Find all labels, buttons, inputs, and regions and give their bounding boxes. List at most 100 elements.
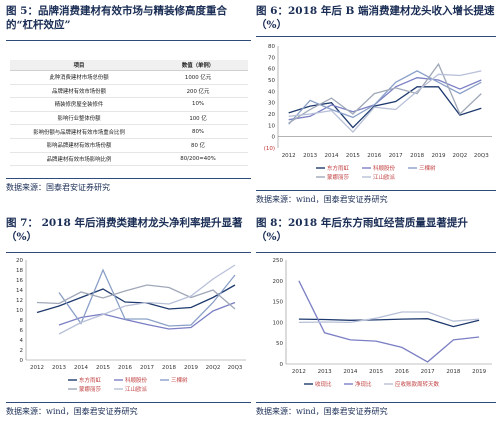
chart6-ytick-label: 60 [268, 67, 275, 73]
fig6-chart: (10) 0 10 20 30 40 50 60 70 80 2012 2013 2014 2015 201… [264, 44, 492, 181]
chart6-legend-label: 科顺股份 [373, 164, 396, 172]
fig5-cell-label: 影响行业整体份额 [10, 111, 149, 126]
table-row: 品牌建材有效市场影响比例 80/200=40% [10, 152, 248, 167]
chart7-ytick-label: 12 [16, 298, 23, 304]
fig5-cell-label: 品牌建材有效市场影响比例 [10, 152, 149, 167]
chart7-ytick-label: 14 [16, 288, 23, 294]
chart6-xtick-label: 2018 [410, 153, 424, 159]
chart7-series-line-4 [58, 264, 236, 335]
chart7-xtick-label: 2018 [162, 365, 176, 371]
chart7-xtick-label: 2014 [74, 365, 88, 371]
chart7-ytick-label: 6 [20, 328, 24, 334]
fig5-source: 数据来源：国泰君安证券研究 [6, 183, 110, 192]
chart8-legend-label: 应收账款周转天数 [395, 380, 440, 388]
fig5-title-line1: 图 5：品牌消费建材有效市场与精装修高度重合 [6, 5, 227, 17]
chart6-xtick-label: 20Q2 [452, 153, 467, 159]
fig5-cell-value: 1000 亿元 [148, 70, 248, 85]
fig7-title-line1: 图 7： 2018 年后消费类建材龙头净利率提升显著 [6, 217, 243, 229]
chart7-legend-label: 蒙娜丽莎 [79, 385, 102, 393]
fig7-title-line2: （%） [6, 231, 37, 243]
fig5-title-line2: 的“杠杆效应” [6, 19, 71, 31]
fig5-cell-label: 影响品牌建材有效市场份额 [10, 138, 149, 153]
chart8-xtick-label: 2013 [318, 369, 332, 375]
chart6-legend-label: 江山欧派 [373, 173, 396, 181]
chart6-xtick-label: 20Q3 [474, 153, 489, 159]
chart8-legend-label: 净现比 [355, 380, 372, 388]
fig5-cell-value: 80 亿 [148, 138, 248, 153]
chart7-legend-label: 江山欧派 [125, 385, 148, 393]
fig8-title: 图 8：2018 年后东方雨虹经营质量显著提升 （%） [256, 216, 496, 244]
chart6-ytick-label: 20 [268, 112, 275, 118]
fig8-title-line2: （%） [256, 231, 287, 243]
fig7-top-rule [6, 252, 251, 253]
fig8-title-line1: 图 8：2018 年后东方雨虹经营质量显著提升 [256, 217, 468, 229]
fig5-cell-value: 200 亿元 [148, 84, 248, 99]
fig6-source: 数据来源：wind，国泰君安证券研究 [256, 195, 388, 204]
fig5-cell-label: 品牌建材有效市场份额 [10, 84, 149, 99]
chart7-series-line-1 [58, 301, 236, 330]
chart7-legend-label: 科顺股份 [125, 376, 148, 384]
chart8-series-line-1 [298, 280, 480, 363]
fig5-header-value: 数值（单例） [148, 60, 248, 71]
chart6-series-line-1 [288, 77, 482, 121]
chart8-xtick-label: 2012 [292, 369, 306, 375]
fig7-chart: 0 2 4 6 8 10 12 14 16 18 20 2012 2013 2014 2015 2016 201… [16, 258, 246, 393]
chart7-series-line-3 [36, 284, 236, 310]
table-row: 此种消费建材市场总份额 1000 亿元 [10, 70, 248, 85]
chart7-ytick-label: 16 [16, 278, 23, 284]
fig5-cell-label: 此种消费建材市场总份额 [10, 70, 149, 85]
fig5-table-header: 项目 数值（单例） [10, 60, 248, 71]
fig8-bottom-rule [256, 402, 496, 403]
fig5-cell-value: 10% [148, 97, 248, 112]
table-row: 影响品牌建材有效市场份额 80 亿 [10, 138, 248, 153]
chart7-ytick-label: 18 [16, 268, 23, 274]
fig5-bottom-rule [6, 178, 251, 179]
fig5-header-item: 项目 [10, 60, 149, 71]
chart8-xtick-label: 2017 [421, 369, 435, 375]
chart7-legend-label: 东方雨虹 [79, 376, 102, 384]
chart8-ytick-label: 200 [273, 279, 284, 285]
chart6-legend-label: 三棵树 [419, 164, 436, 172]
chart7-xtick-label: 20Q3 [228, 365, 243, 371]
chart8-series-line-2 [298, 311, 480, 324]
fig6-bottom-rule [256, 190, 496, 191]
fig8-source: 数据来源：wind，国泰君安证券研究 [256, 407, 388, 416]
chart6-xtick-label: 2019 [432, 153, 446, 159]
chart7-ytick-label: 4 [20, 338, 24, 344]
table-row: 影响行业整体份额 100 亿 [10, 111, 248, 126]
chart6-series-line-3 [288, 62, 482, 124]
chart8-ytick-label: 0 [280, 362, 284, 368]
fig8-top-rule [256, 252, 496, 253]
chart8-series-line-0 [298, 318, 480, 328]
fig6-title: 图 6：2018 年后 B 端消费建材龙头收入增长提速 （%） [256, 4, 496, 32]
chart6-ytick-label: 40 [268, 89, 275, 95]
fig5-cell-value: 80% [148, 124, 248, 139]
chart7-xtick-label: 2012 [30, 365, 44, 371]
chart7-series-line-2 [58, 268, 236, 327]
fig7-title: 图 7： 2018 年后消费类建材龙头净利率提升显著 （%） [6, 216, 251, 244]
chart8-ytick-label: 50 [276, 341, 283, 347]
fig6-top-rule [256, 36, 496, 37]
chart8-xtick-label: 2016 [395, 369, 409, 375]
chart7-xtick-label: 2015 [96, 365, 110, 371]
chart6-xtick-label: 2014 [325, 153, 339, 159]
chart8-legend-label: 收现比 [315, 380, 332, 388]
chart8-xtick-label: 2014 [343, 369, 357, 375]
chart6-xtick-label: 2016 [367, 153, 381, 159]
table-row: 精装修房屋全装修件 10% [10, 97, 248, 112]
chart8-ytick-label: 100 [273, 320, 284, 326]
chart6-ytick-label: 50 [268, 78, 275, 84]
chart7-ytick-label: 8 [20, 318, 24, 324]
chart6-ytick-label: 70 [268, 55, 275, 61]
chart7-xtick-label: 2019 [184, 365, 198, 371]
chart7-ytick-label: 0 [20, 358, 24, 364]
chart8-xtick-label: 2015 [369, 369, 383, 375]
fig7-source: 数据来源：wind，国泰君安证券研究 [6, 407, 138, 416]
chart6-legend-label: 蒙娜丽莎 [327, 173, 350, 181]
fig5-title: 图 5：品牌消费建材有效市场与精装修高度重合 的“杠杆效应” [6, 4, 251, 32]
chart7-legend-label: 三棵树 [171, 376, 188, 384]
chart6-series-line-4 [288, 70, 482, 134]
chart6-xtick-label: 2015 [346, 153, 360, 159]
fig5-top-rule [6, 40, 251, 41]
fig5-cell-value: 80/200=40% [148, 152, 248, 167]
